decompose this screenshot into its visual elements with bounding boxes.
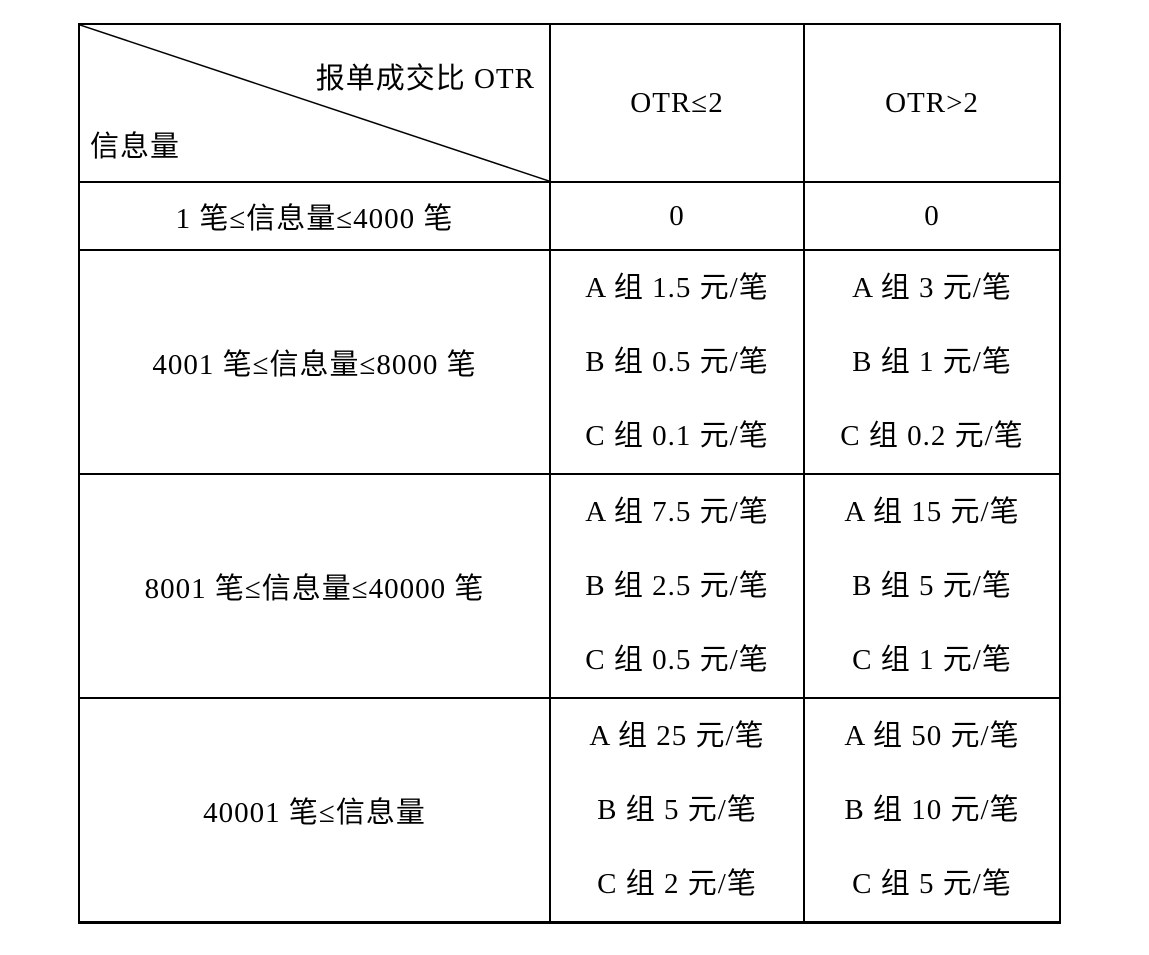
price-line-group-b: B 组 0.5 元/笔 [585, 346, 769, 378]
table-row: 1 笔≤信息量≤4000 笔 0 0 [78, 181, 1061, 251]
table-row: 4001 笔≤信息量≤8000 笔 A 组 1.5 元/笔 B 组 0.5 元/… [78, 249, 1061, 475]
tier-4-otr-le-2-cell: A 组 25 元/笔 B 组 5 元/笔 C 组 2 元/笔 [549, 697, 805, 924]
price-line-group-b: B 组 5 元/笔 [597, 794, 757, 826]
price-line-group-a: A 组 50 元/笔 [844, 720, 1020, 752]
price-line-group-b: B 组 10 元/笔 [844, 794, 1020, 826]
price-line-group-c: C 组 0.5 元/笔 [585, 644, 769, 676]
corner-otr-label: 报单成交比 OTR [315, 63, 535, 95]
column-header-otr-le-2: OTR≤2 [549, 23, 805, 183]
corner-volume-label: 信息量 [90, 131, 181, 163]
tier-1-otr-gt-2-value: 0 [803, 181, 1061, 251]
table-row: 8001 笔≤信息量≤40000 笔 A 组 7.5 元/笔 B 组 2.5 元… [78, 473, 1061, 699]
tier-2-otr-le-2-cell: A 组 1.5 元/笔 B 组 0.5 元/笔 C 组 0.1 元/笔 [549, 249, 805, 475]
row-label-tier-3: 8001 笔≤信息量≤40000 笔 [78, 473, 551, 699]
price-line-group-b: B 组 5 元/笔 [852, 570, 1012, 602]
header-row: 报单成交比 OTR 信息量 OTR≤2 OTR>2 [78, 23, 1061, 183]
price-line-group-b: B 组 1 元/笔 [852, 346, 1012, 378]
price-line-group-c: C 组 5 元/笔 [852, 868, 1012, 900]
price-line-group-a: A 组 7.5 元/笔 [585, 496, 769, 528]
price-line-group-b: B 组 2.5 元/笔 [585, 570, 769, 602]
price-line-group-c: C 组 0.2 元/笔 [840, 420, 1024, 452]
row-label-tier-2: 4001 笔≤信息量≤8000 笔 [78, 249, 551, 475]
row-label-tier-1: 1 笔≤信息量≤4000 笔 [78, 181, 551, 251]
diagonal-line [80, 25, 549, 181]
row-label-tier-4: 40001 笔≤信息量 [78, 697, 551, 924]
price-line-group-a: A 组 25 元/笔 [589, 720, 765, 752]
price-line-group-a: A 组 3 元/笔 [852, 272, 1012, 304]
price-line-group-c: C 组 0.1 元/笔 [585, 420, 769, 452]
column-header-otr-gt-2: OTR>2 [803, 23, 1061, 183]
tier-1-otr-le-2-value: 0 [549, 181, 805, 251]
tier-2-otr-gt-2-cell: A 组 3 元/笔 B 组 1 元/笔 C 组 0.2 元/笔 [803, 249, 1061, 475]
price-line-group-c: C 组 2 元/笔 [597, 868, 757, 900]
tier-3-otr-le-2-cell: A 组 7.5 元/笔 B 组 2.5 元/笔 C 组 0.5 元/笔 [549, 473, 805, 699]
tier-3-otr-gt-2-cell: A 组 15 元/笔 B 组 5 元/笔 C 组 1 元/笔 [803, 473, 1061, 699]
tier-4-otr-gt-2-cell: A 组 50 元/笔 B 组 10 元/笔 C 组 5 元/笔 [803, 697, 1061, 924]
table-row: 40001 笔≤信息量 A 组 25 元/笔 B 组 5 元/笔 C 组 2 元… [78, 697, 1061, 924]
fee-schedule-table: 报单成交比 OTR 信息量 OTR≤2 OTR>2 1 笔≤信息量≤4000 笔… [78, 23, 1061, 924]
price-line-group-c: C 组 1 元/笔 [852, 644, 1012, 676]
price-line-group-a: A 组 1.5 元/笔 [585, 272, 769, 304]
price-line-group-a: A 组 15 元/笔 [844, 496, 1020, 528]
diagonal-corner-cell: 报单成交比 OTR 信息量 [78, 23, 551, 183]
